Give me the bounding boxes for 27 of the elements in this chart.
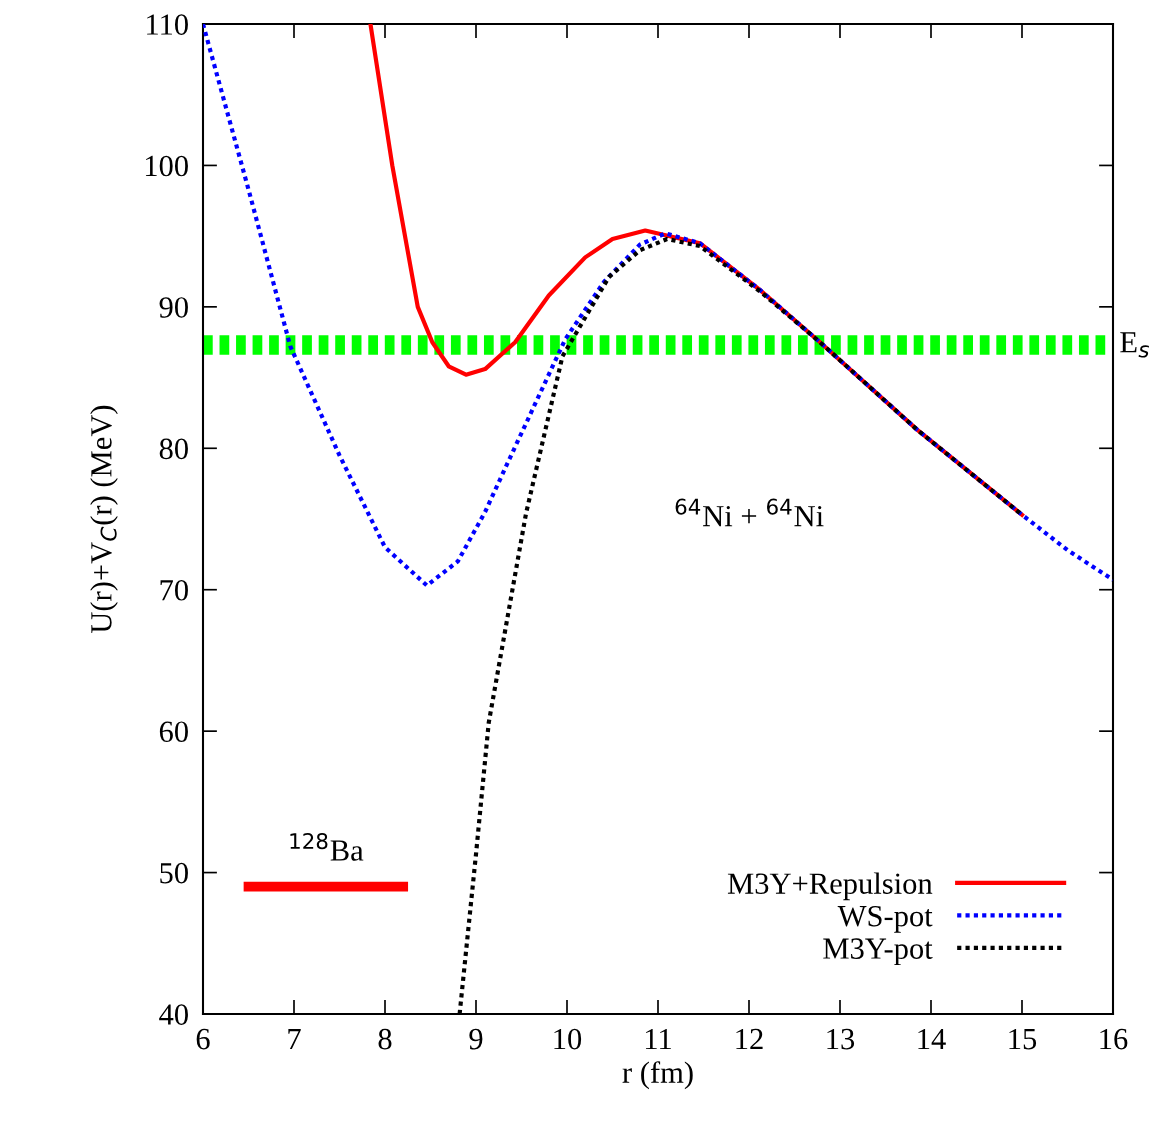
y-tick-label: 80 [159, 438, 188, 460]
x-tick-label: 11 [645, 1028, 671, 1050]
annotation: $^{128}$Ba [290, 832, 364, 861]
x-tick-label: 8 [378, 1028, 392, 1050]
x-tick-label: 9 [469, 1028, 483, 1050]
y-tick-label: 70 [160, 580, 188, 601]
x-tick-label: 14 [918, 1028, 946, 1050]
x-tick-label: 10 [554, 1028, 582, 1050]
ref-line-label: E$_{s}$ [1120, 332, 1150, 358]
legend-label: M3Y+Repulsion [727, 872, 933, 901]
x-tick-label: 7 [288, 1029, 301, 1050]
y-tick-label: 40 [159, 1004, 188, 1025]
x-axis-title: r (fm) [622, 1061, 693, 1090]
y-tick-label: 110 [147, 14, 188, 35]
y-tick-label: 50 [160, 862, 188, 884]
annotation: $^{64}$Ni + $^{64}$Ni [675, 498, 824, 527]
y-tick-label: 60 [159, 721, 188, 743]
legend-label: M3Y-pot [823, 938, 933, 966]
x-tick-label: 12 [736, 1028, 763, 1050]
x-tick-label: 16 [1100, 1028, 1128, 1050]
x-tick-label: 6 [196, 1028, 210, 1050]
x-tick-label: 13 [827, 1028, 855, 1050]
x-tick-label: 15 [1009, 1028, 1037, 1050]
y-tick-label: 100 [145, 155, 188, 177]
legend-label: WS-pot [837, 905, 933, 933]
y-tick-label: 90 [159, 297, 188, 318]
y-axis-title: U(r)+V$_{C}$(r) (MeV) [90, 405, 118, 634]
